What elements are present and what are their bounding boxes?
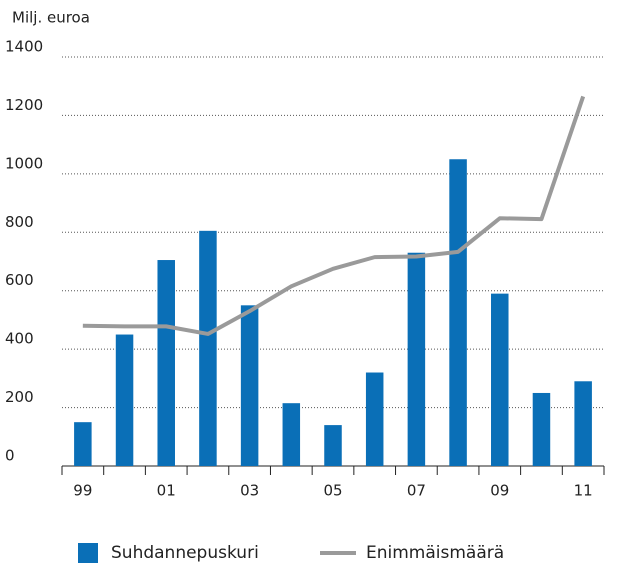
x-tick-label: 99 xyxy=(73,482,92,500)
bar xyxy=(324,425,342,466)
x-tick-label: 03 xyxy=(240,482,259,500)
y-tick-label: 1200 xyxy=(5,96,43,114)
bar xyxy=(115,334,134,466)
bar xyxy=(282,403,301,466)
y-tick-label: 1000 xyxy=(5,154,43,172)
y-tick-label: 400 xyxy=(5,330,34,348)
bar xyxy=(407,252,426,466)
x-tick-label: 01 xyxy=(157,482,176,500)
legend-label: Enimmäismäärä xyxy=(366,543,504,563)
bar xyxy=(491,293,509,466)
y-tick-label: 200 xyxy=(5,388,34,406)
line xyxy=(82,95,586,336)
bar xyxy=(199,230,217,466)
bar xyxy=(157,260,175,466)
y-axis-label: Milj. euroa xyxy=(12,9,90,27)
bar xyxy=(240,305,259,466)
x-tick-label: 05 xyxy=(323,482,342,500)
x-tick-label: 11 xyxy=(574,482,593,500)
y-tick-label: 600 xyxy=(5,271,34,289)
bar xyxy=(574,381,592,466)
legend-label: Suhdannepuskuri xyxy=(111,543,259,563)
bar xyxy=(532,392,551,466)
bar xyxy=(74,422,92,466)
y-tick-label: 0 xyxy=(5,447,15,465)
y-tick-label: 1400 xyxy=(5,38,43,56)
bar xyxy=(449,159,467,466)
y-tick-label: 800 xyxy=(5,213,34,231)
bar xyxy=(365,372,384,466)
x-tick-label: 07 xyxy=(407,482,426,500)
legend-swatch xyxy=(78,543,98,563)
x-tick-label: 09 xyxy=(490,482,509,500)
